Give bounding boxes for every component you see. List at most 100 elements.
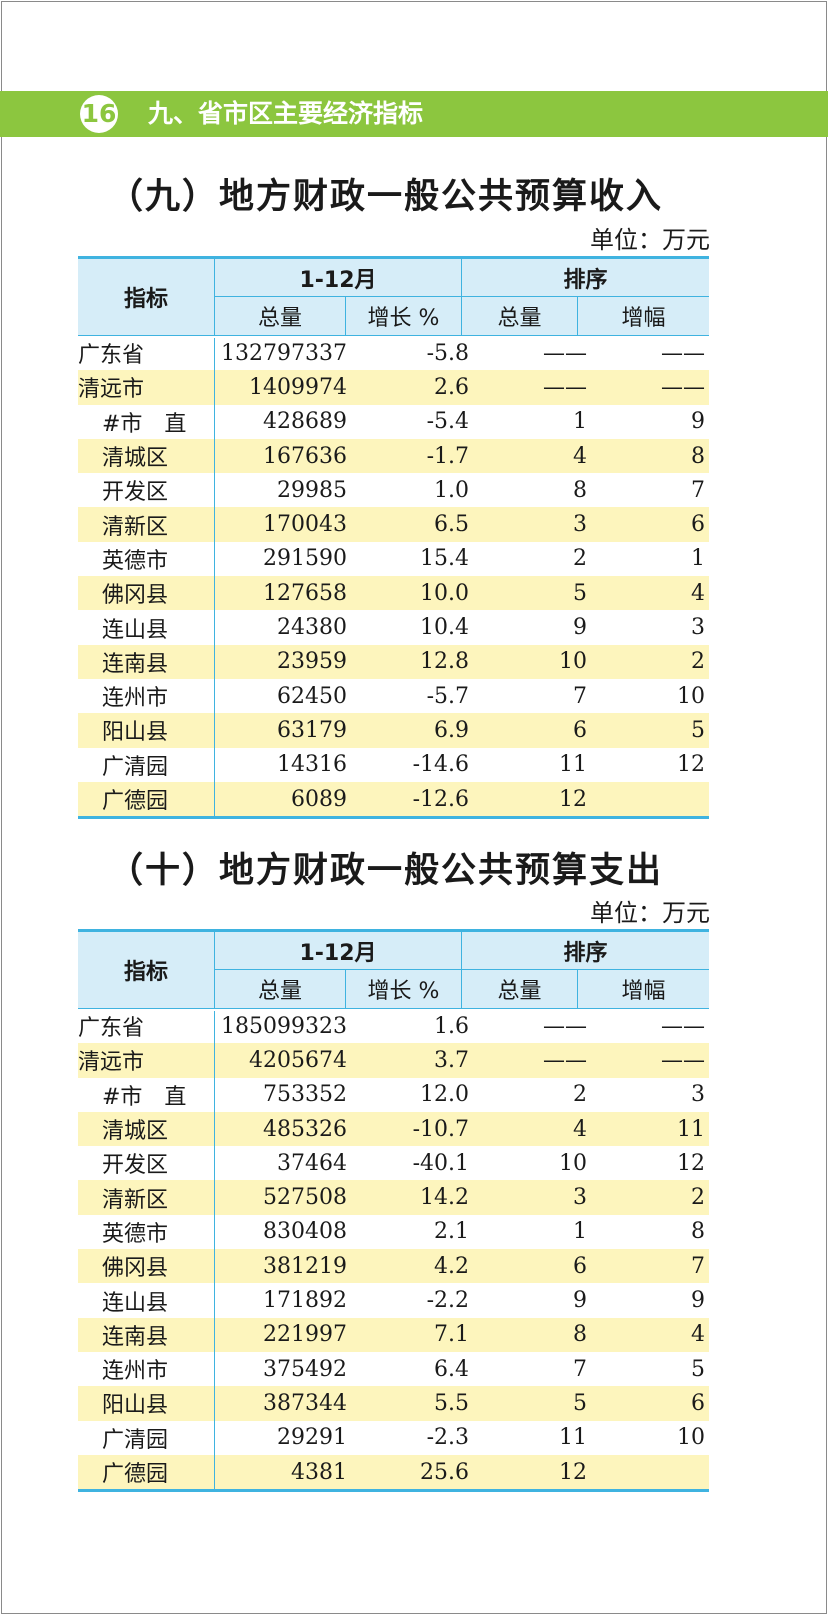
table-row: 佛冈县 381219 4.2 6 7 [78,1249,709,1284]
row-rank-growth: 1 [691,546,705,572]
row-name: 阳山县 [102,720,169,746]
header-rank-growth: 增幅 [621,306,666,331]
row-rank-total: 6 [573,717,587,743]
row-name: 清城区 [102,446,169,472]
header-rank: 排序 [563,267,608,293]
row-rank-growth: 5 [691,717,705,743]
table-body: 广东省 185099323 1.6 —— —— 清远市 4205674 3.7 —— —— #市 直… [78,1009,709,1490]
row-total: 23959 [277,649,347,675]
row-total: 171892 [263,1288,347,1314]
row-name: #市 直 [102,411,187,437]
row-name: 开发区 [102,480,169,506]
row-rank-total: —— [543,340,587,366]
table-row: 清新区 527508 14.2 3 2 [78,1180,709,1215]
row-rank-growth: 2 [691,1185,705,1211]
header-rank-total: 总量 [497,979,542,1004]
row-total: 753352 [263,1082,347,1108]
table-row: 清城区 485326 -10.7 4 11 [78,1111,709,1147]
row-name: 连州市 [102,1359,169,1385]
row-total: 62450 [277,683,347,709]
row-growth: 6.4 [434,1356,469,1382]
row-name: 连山县 [102,1290,169,1316]
row-rank-total: 12 [559,786,587,812]
row-total: 170043 [263,512,347,538]
row-rank-growth: 5 [691,1356,705,1382]
table-row: 清新区 170043 6.5 3 6 [78,507,709,542]
row-rank-total: 2 [573,546,587,572]
table-row: 佛冈县 127658 10.0 5 4 [78,576,709,611]
row-growth: -5.4 [426,409,469,435]
row-name: 广清园 [102,1427,169,1453]
table-row: 连州市 62450 -5.7 7 10 [78,679,709,713]
row-rank-total: 9 [573,615,587,641]
row-total: 127658 [263,580,347,606]
row-total: 63179 [277,717,347,743]
row-name: 佛冈县 [102,583,169,609]
table-row: 清城区 167636 -1.7 4 8 [78,438,709,474]
row-rank-total: 12 [559,1459,587,1485]
row-total: 6089 [291,786,347,812]
row-growth: -2.2 [426,1288,469,1314]
row-rank-growth: 12 [677,752,705,778]
row-total: 387344 [263,1390,347,1416]
row-rank-total: 8 [573,477,587,503]
row-rank-growth: 7 [691,1253,705,1279]
row-growth: 10.0 [420,580,469,606]
row-name: 清城区 [102,1119,169,1145]
row-rank-growth: 8 [691,443,705,469]
row-rank-total: 5 [573,580,587,606]
row-rank-total: 10 [559,649,587,675]
row-rank-growth: —— [661,1013,705,1039]
row-name: 连州市 [102,686,169,712]
row-name: 广东省 [78,1016,145,1042]
row-name: 开发区 [102,1153,169,1179]
row-rank-growth: 10 [677,1425,705,1451]
row-total: 527508 [263,1185,347,1211]
header-total: 总量 [257,306,302,331]
table-row: 连山县 171892 -2.2 9 9 [78,1283,709,1317]
header-period: 1-12月 [299,940,377,966]
table-header: 指标 1-12月 排序 总量 增长 % 总量 增幅 [78,932,709,1009]
row-rank-total: —— [543,1047,587,1073]
row-growth: 1.0 [434,477,469,503]
row-rank-total: 2 [573,1082,587,1108]
header-rank-growth: 增幅 [621,979,666,1004]
row-rank-growth: 11 [677,1116,705,1142]
row-rank-growth: —— [661,340,705,366]
row-growth: 3.7 [434,1047,469,1073]
row-total: 381219 [263,1253,347,1279]
row-growth: 2.6 [434,374,469,400]
row-total: 1409974 [249,374,347,400]
row-name: 广清园 [102,754,169,780]
row-rank-total: 3 [573,512,587,538]
row-rank-growth: 8 [691,1219,705,1245]
row-rank-total: —— [543,1013,587,1039]
row-growth: -12.6 [412,786,469,812]
table-row: 连州市 375492 6.4 7 5 [78,1352,709,1386]
row-growth: -40.1 [412,1150,469,1176]
header-indicator: 指标 [123,960,168,985]
row-rank-growth: 7 [691,477,705,503]
row-growth: 2.1 [434,1219,469,1245]
row-growth: 5.5 [434,1390,469,1416]
chapter-title: 九、省市区主要经济指标 [148,99,424,128]
chapter-banner [0,91,828,137]
revenue-table: 指标 1-12月 排序 总量 增长 % 总量 增幅 广东省 132797337 -5… [78,256,709,820]
section-title-expenditure: （十）地方财政一般公共预算支出 [108,851,664,891]
table-row: 连南县 221997 7.1 8 4 [78,1317,709,1352]
row-rank-total: 4 [573,443,587,469]
row-rank-total: 7 [573,1356,587,1382]
row-rank-growth: 12 [677,1150,705,1176]
table-row: 英德市 830408 2.1 1 8 [78,1215,709,1249]
row-rank-total: 4 [573,1116,587,1142]
row-rank-total: 11 [559,752,587,778]
row-rank-total: 6 [573,1253,587,1279]
row-rank-growth: 3 [691,1082,705,1108]
row-name: 清远市 [78,1050,145,1076]
row-growth: -5.7 [426,683,469,709]
row-name: 清远市 [78,377,145,403]
header-rank-total: 总量 [497,306,542,331]
table-row: #市 直 753352 12.0 2 3 [78,1078,709,1112]
row-total: 37464 [277,1150,347,1176]
